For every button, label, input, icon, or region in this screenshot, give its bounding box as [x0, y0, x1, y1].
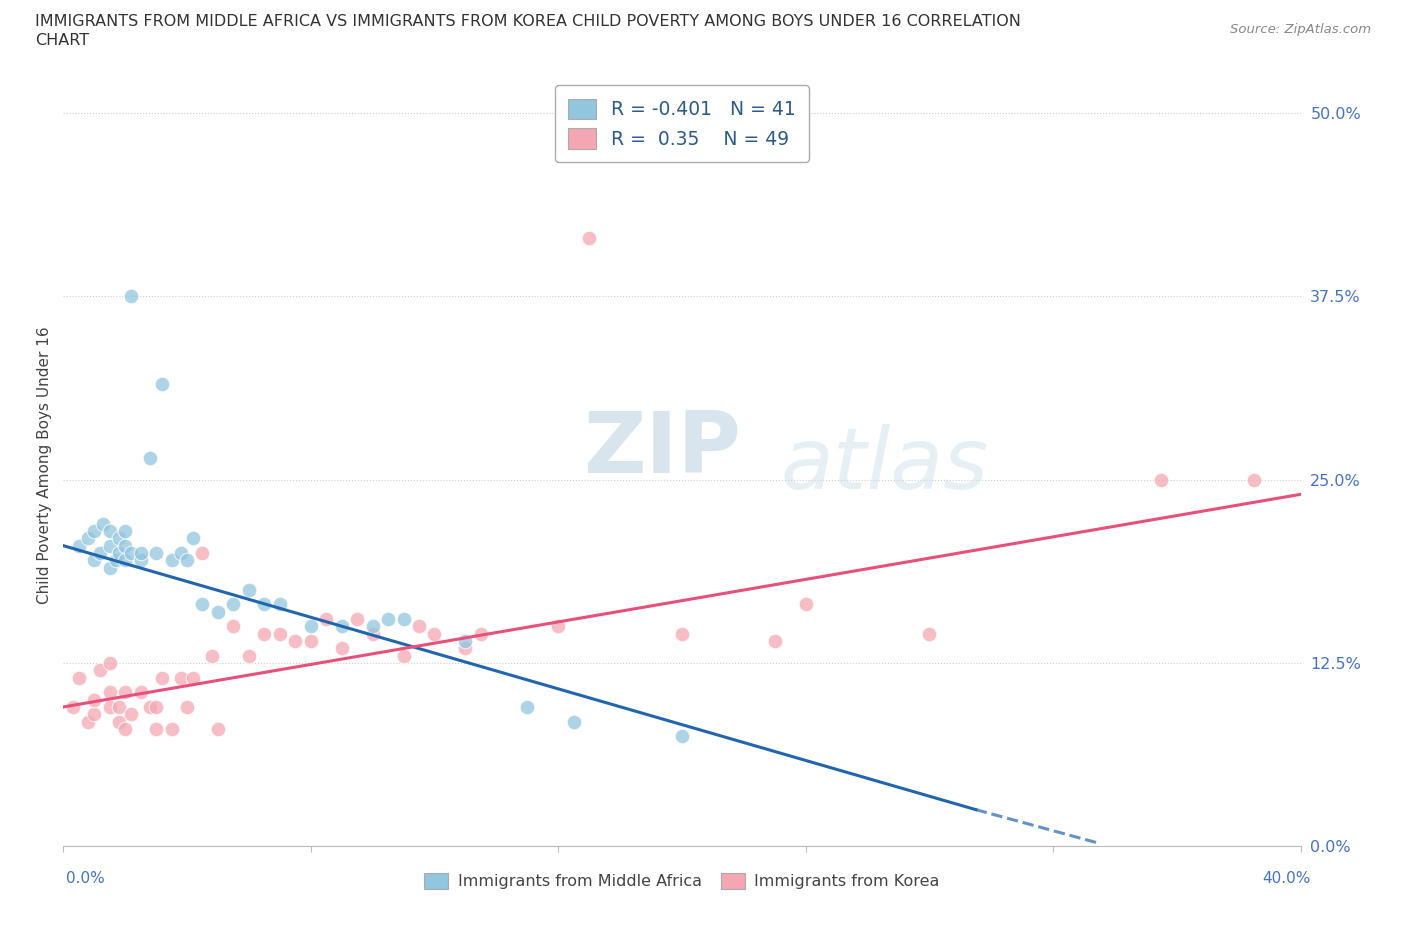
Point	[207, 722, 229, 737]
Point	[361, 618, 384, 633]
Point	[98, 538, 121, 553]
Point	[1150, 472, 1173, 487]
Point	[330, 641, 353, 656]
Point	[181, 531, 204, 546]
Point	[89, 663, 111, 678]
Legend: Immigrants from Middle Africa, Immigrants from Korea: Immigrants from Middle Africa, Immigrant…	[418, 866, 946, 896]
Point	[315, 612, 337, 627]
Point	[77, 531, 100, 546]
Point	[160, 553, 183, 568]
Point	[129, 546, 152, 561]
Point	[170, 546, 193, 561]
Point	[470, 626, 492, 641]
Point	[191, 546, 214, 561]
Point	[377, 612, 399, 627]
Point	[408, 618, 430, 633]
Point	[129, 684, 152, 699]
Point	[346, 612, 368, 627]
Point	[284, 633, 307, 648]
Point	[201, 648, 224, 663]
Point	[108, 714, 131, 729]
Point	[516, 699, 538, 714]
Point	[222, 618, 245, 633]
Point	[176, 699, 198, 714]
Point	[794, 597, 817, 612]
Point	[114, 722, 136, 737]
Point	[93, 516, 115, 531]
Point	[299, 618, 322, 633]
Point	[120, 546, 142, 561]
Point	[83, 707, 105, 722]
Point	[139, 699, 162, 714]
Point	[67, 671, 90, 685]
Point	[547, 618, 569, 633]
Point	[1243, 472, 1265, 487]
Point	[253, 597, 276, 612]
Point	[67, 538, 90, 553]
Point	[104, 553, 127, 568]
Point	[454, 633, 477, 648]
Point	[423, 626, 446, 641]
Point	[98, 524, 121, 538]
Point	[671, 729, 693, 744]
Point	[145, 722, 167, 737]
Point	[114, 538, 136, 553]
Point	[918, 626, 941, 641]
Point	[578, 231, 600, 246]
Point	[150, 671, 173, 685]
Point	[170, 671, 193, 685]
Point	[671, 626, 693, 641]
Text: IMMIGRANTS FROM MIDDLE AFRICA VS IMMIGRANTS FROM KOREA CHILD POVERTY AMONG BOYS : IMMIGRANTS FROM MIDDLE AFRICA VS IMMIGRA…	[35, 14, 1021, 29]
Point	[98, 560, 121, 575]
Point	[181, 671, 204, 685]
Point	[299, 633, 322, 648]
Text: 40.0%: 40.0%	[1263, 871, 1310, 886]
Text: 0.0%: 0.0%	[66, 871, 105, 886]
Point	[114, 553, 136, 568]
Point	[238, 648, 260, 663]
Point	[114, 684, 136, 699]
Point	[145, 699, 167, 714]
Text: ZIP: ZIP	[583, 408, 741, 491]
Point	[83, 524, 105, 538]
Point	[238, 582, 260, 597]
Point	[269, 626, 291, 641]
Point	[222, 597, 245, 612]
Point	[108, 531, 131, 546]
Point	[83, 692, 105, 707]
Point	[89, 546, 111, 561]
Point	[120, 289, 142, 304]
Text: atlas: atlas	[780, 423, 988, 507]
Point	[191, 597, 214, 612]
Point	[150, 377, 173, 392]
Point	[269, 597, 291, 612]
Point	[562, 714, 585, 729]
Y-axis label: Child Poverty Among Boys Under 16: Child Poverty Among Boys Under 16	[37, 326, 52, 604]
Point	[392, 648, 415, 663]
Point	[361, 626, 384, 641]
Text: Source: ZipAtlas.com: Source: ZipAtlas.com	[1230, 23, 1371, 36]
Point	[145, 546, 167, 561]
Point	[98, 684, 121, 699]
Point	[114, 524, 136, 538]
Point	[98, 699, 121, 714]
Point	[763, 633, 786, 648]
Point	[62, 699, 84, 714]
Point	[160, 722, 183, 737]
Point	[120, 707, 142, 722]
Point	[253, 626, 276, 641]
Point	[108, 699, 131, 714]
Point	[207, 604, 229, 619]
Point	[176, 553, 198, 568]
Point	[108, 546, 131, 561]
Text: CHART: CHART	[35, 33, 89, 47]
Point	[454, 641, 477, 656]
Point	[129, 553, 152, 568]
Point	[139, 450, 162, 465]
Point	[83, 553, 105, 568]
Point	[330, 618, 353, 633]
Point	[98, 656, 121, 671]
Point	[392, 612, 415, 627]
Point	[77, 714, 100, 729]
